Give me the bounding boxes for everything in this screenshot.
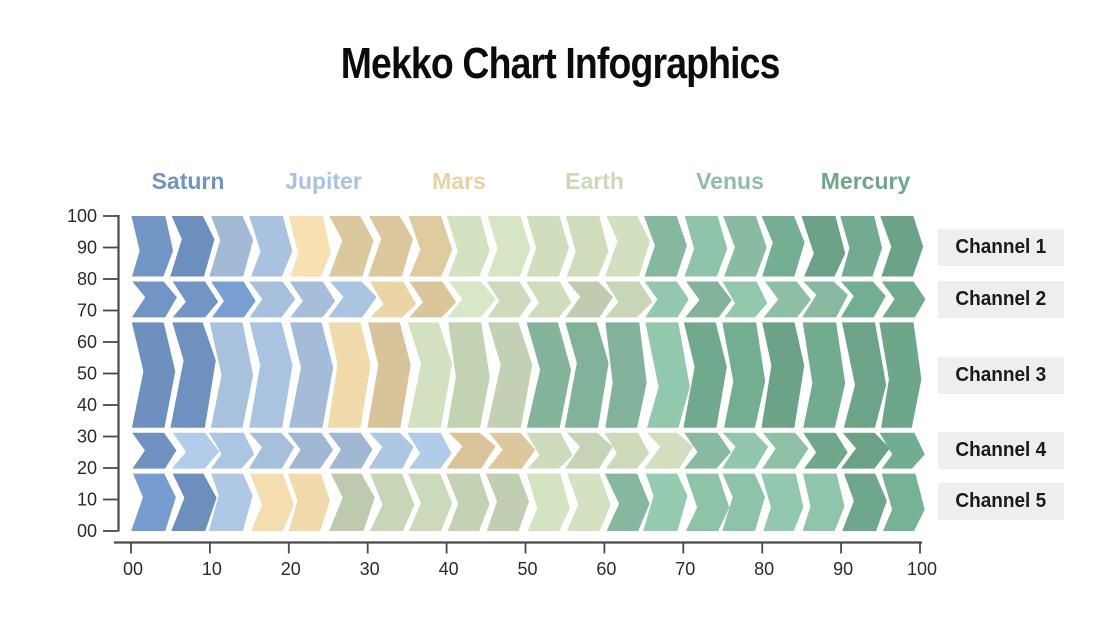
svg-text:80: 80 (754, 559, 774, 579)
svg-text:00: 00 (123, 559, 143, 579)
svg-text:100: 100 (67, 206, 97, 226)
legend-item-jupiter: Jupiter (285, 168, 362, 194)
svg-text:70: 70 (675, 559, 695, 579)
channel-label-4: Channel 4 (938, 432, 1064, 470)
legend-item-venus: Venus (696, 168, 764, 194)
legend-item-mars: Mars (432, 168, 486, 194)
svg-text:40: 40 (77, 395, 97, 415)
svg-text:20: 20 (281, 559, 301, 579)
svg-text:90: 90 (833, 559, 853, 579)
svg-text:70: 70 (77, 301, 97, 321)
chart-title: Mekko Chart Infographics (0, 42, 1120, 90)
svg-text:80: 80 (77, 269, 97, 289)
channel-label-5: Channel 5 (938, 482, 1064, 520)
channel-label-3: Channel 3 (938, 356, 1064, 394)
svg-text:50: 50 (77, 364, 97, 384)
svg-text:20: 20 (77, 458, 97, 478)
svg-text:40: 40 (439, 559, 459, 579)
planet-legend: Saturn Jupiter Mars Earth Venus Mercury (0, 168, 1120, 198)
svg-text:10: 10 (77, 490, 97, 510)
svg-text:90: 90 (77, 238, 97, 258)
svg-text:60: 60 (77, 332, 97, 352)
chart-title-text: Mekko Chart Infographics (340, 39, 781, 88)
svg-text:30: 30 (360, 559, 380, 579)
channel-label-1: Channel 1 (938, 229, 1064, 266)
legend-item-mercury: Mercury (820, 168, 911, 194)
svg-text:10: 10 (202, 559, 222, 579)
svg-text:30: 30 (77, 427, 97, 447)
channel-label-2: Channel 2 (938, 280, 1064, 318)
legend-item-earth: Earth (565, 168, 624, 194)
svg-text:100: 100 (907, 559, 937, 579)
svg-text:00: 00 (77, 521, 97, 541)
svg-text:60: 60 (596, 559, 616, 579)
legend-item-saturn: Saturn (151, 168, 225, 194)
svg-text:50: 50 (517, 559, 537, 579)
